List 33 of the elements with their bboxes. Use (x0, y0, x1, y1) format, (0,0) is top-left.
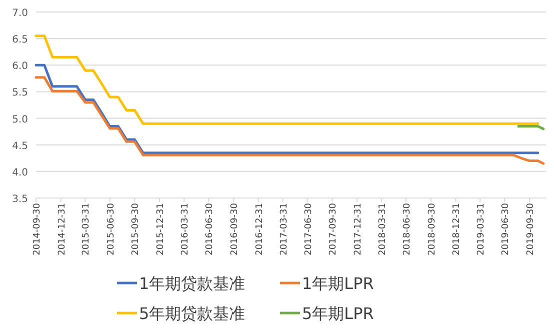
x-tick-label: 2018-12-31 (452, 203, 462, 256)
x-tick-label: 2016-06-30 (205, 202, 216, 256)
x-tick-label: 2015-12-31 (156, 203, 166, 256)
x-tick-label: 2017-03-31 (279, 203, 290, 256)
x-tick-label: 2017-09-30 (328, 202, 339, 256)
x-tick-label: 2017-06-30 (304, 202, 314, 256)
legend-label: 5年期贷款基准 (139, 304, 246, 323)
y-tick-label: 4.0 (12, 167, 28, 178)
x-tick-label: 2015-09-30 (131, 202, 142, 256)
y-tick-label: 3.5 (12, 194, 28, 205)
y-tick-label: 6.5 (12, 34, 28, 46)
x-tick-label: 2018-09-30 (427, 202, 438, 256)
y-tick-label: 4.5 (12, 140, 28, 152)
x-tick-label: 2018-06-30 (402, 202, 412, 256)
y-tick-label: 5.0 (12, 114, 28, 126)
x-tick-label: 2019-09-30 (526, 202, 536, 256)
x-tick-label: 2019-03-31 (476, 203, 487, 256)
x-tick-label: 2017-12-31 (354, 203, 364, 256)
legend-label: 5年期LPR (302, 304, 374, 323)
x-tick-label: 2015-03-31 (82, 203, 92, 256)
x-tick-label: 2014-09-30 (32, 202, 42, 256)
x-tick-label: 2014-12-31 (57, 203, 68, 256)
x-tick-label: 2016-03-31 (180, 203, 191, 256)
legend-label: 1年期LPR (302, 274, 374, 293)
x-tick-label: 2015-06-30 (106, 202, 116, 256)
y-tick-label: 7.0 (12, 8, 28, 19)
x-tick-label: 2016-09-30 (230, 202, 240, 256)
y-tick-label: 5.5 (12, 88, 28, 99)
legend-label: 1年期贷款基准 (139, 274, 246, 293)
x-tick-label: 2019-06-30 (501, 202, 512, 256)
x-tick-label: 2016-12-31 (254, 203, 265, 256)
y-tick-label: 6.0 (12, 61, 28, 72)
x-tick-label: 2018-03-31 (378, 203, 388, 256)
